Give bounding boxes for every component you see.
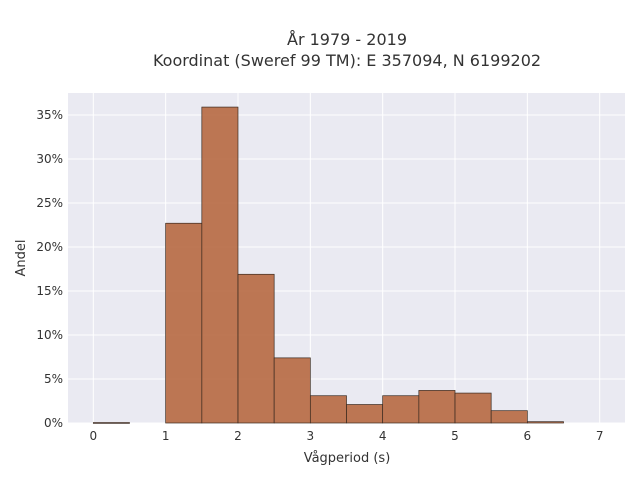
histogram-bar <box>418 390 456 424</box>
histogram-bar <box>490 410 528 424</box>
y-tick-labels: 0% 5% 10% 15% 20% 25% 30% 35% <box>36 108 63 430</box>
histogram-bar <box>454 392 492 424</box>
x-tick-label: 5 <box>451 429 459 443</box>
y-tick-label: 20% <box>36 240 63 254</box>
histogram-bar <box>237 273 275 424</box>
x-tick-label: 4 <box>379 429 387 443</box>
x-tick-label: 6 <box>524 429 532 443</box>
x-tick-label: 7 <box>596 429 604 443</box>
y-tick-label: 5% <box>44 372 63 386</box>
plot-area <box>68 93 625 423</box>
x-tick-label: 1 <box>162 429 170 443</box>
grid-lines <box>68 93 625 424</box>
histogram-bar <box>201 106 239 424</box>
histogram-bar <box>346 404 384 424</box>
x-tick-labels: 0 1 2 3 4 5 6 7 <box>89 429 603 443</box>
histogram-bar <box>92 422 130 424</box>
x-axis-title: Vågperiod (s) <box>304 451 391 466</box>
y-tick-label: 15% <box>36 284 63 298</box>
histogram-bar <box>165 222 203 424</box>
y-tick-label: 0% <box>44 416 63 430</box>
y-tick-label: 35% <box>36 108 63 122</box>
chart-title-line1: År 1979 - 2019 <box>287 30 407 49</box>
x-tick-label: 2 <box>234 429 242 443</box>
y-tick-label: 10% <box>36 328 63 342</box>
histogram-bar <box>526 421 564 424</box>
bars <box>92 106 564 424</box>
y-tick-label: 25% <box>36 196 63 210</box>
y-axis-title: Andel <box>14 240 29 277</box>
histogram-bar <box>273 357 311 424</box>
x-tick-label: 3 <box>307 429 315 443</box>
y-tick-label: 30% <box>36 152 63 166</box>
histogram-bar <box>309 395 347 424</box>
chart-title-line2: Koordinat (Sweref 99 TM): E 357094, N 61… <box>153 51 541 70</box>
histogram-bar <box>382 395 420 424</box>
x-tick-label: 0 <box>89 429 97 443</box>
